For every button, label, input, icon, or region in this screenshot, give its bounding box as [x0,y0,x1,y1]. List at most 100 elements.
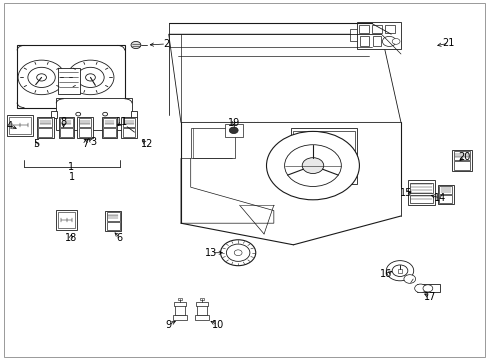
Circle shape [37,74,46,81]
Bar [103,128,116,137]
Bar [453,161,469,170]
Bar [384,25,394,33]
Circle shape [266,131,359,200]
Bar [77,117,93,138]
Bar [407,180,434,205]
Text: 4: 4 [7,121,13,131]
Circle shape [386,261,413,281]
Bar [173,315,186,320]
Circle shape [18,60,65,95]
Text: 10: 10 [211,320,224,330]
Text: 8: 8 [61,117,66,127]
Circle shape [234,250,242,256]
Bar [106,222,120,230]
Circle shape [131,41,141,49]
Polygon shape [168,34,400,122]
Circle shape [422,285,432,292]
Bar [295,158,322,180]
Bar [453,151,469,160]
Circle shape [391,265,407,276]
Text: 19: 19 [227,118,240,128]
Bar [356,22,400,49]
Bar [409,183,432,193]
Bar [195,302,208,306]
Circle shape [391,39,399,44]
Bar [372,36,381,46]
Text: 7: 7 [82,139,88,149]
Bar [7,115,33,136]
Text: 16: 16 [379,269,392,279]
Circle shape [220,240,255,266]
Bar [79,118,91,127]
Bar [178,298,182,300]
Bar [438,195,451,203]
Circle shape [67,60,114,95]
Bar [131,111,137,118]
Bar [173,302,186,306]
Bar [224,124,242,137]
Text: 9: 9 [165,320,171,330]
Bar [103,118,116,127]
Bar [105,211,121,231]
Bar [56,210,77,230]
Text: 20: 20 [457,152,470,162]
Bar [197,305,206,315]
Circle shape [414,284,426,293]
Text: 3: 3 [90,137,96,147]
Circle shape [382,36,395,46]
Bar [437,185,453,204]
Circle shape [229,127,238,134]
Text: 21: 21 [442,38,454,48]
Text: 2: 2 [163,39,169,49]
Bar [106,212,120,221]
Text: 17: 17 [423,292,436,302]
Text: 18: 18 [64,233,77,243]
Bar [190,128,234,158]
Bar [359,36,368,46]
Text: 6: 6 [117,233,122,243]
Text: 13: 13 [204,248,217,258]
Bar [409,195,432,203]
Bar [122,118,135,127]
Bar [51,111,57,118]
Bar [58,68,80,94]
Text: 12: 12 [140,139,153,149]
Bar [195,315,208,320]
Bar [416,284,439,292]
Bar [38,118,52,127]
Bar [122,128,135,137]
Bar [102,117,117,138]
Circle shape [76,112,81,116]
Bar [451,150,471,171]
Circle shape [226,244,249,261]
Bar [175,305,184,315]
Bar [9,117,31,134]
Circle shape [85,74,95,81]
Bar [79,128,91,137]
Circle shape [28,67,55,87]
Bar [59,117,74,138]
Circle shape [102,112,107,116]
Bar [349,29,357,41]
Text: 5: 5 [34,139,40,149]
Text: 14: 14 [433,193,446,203]
Circle shape [77,67,104,87]
Bar [121,117,137,138]
Circle shape [403,275,415,283]
Bar [438,186,451,194]
Bar [359,25,368,33]
Text: 1: 1 [68,162,74,172]
Circle shape [284,145,341,186]
Bar [60,128,73,137]
Bar [397,269,402,273]
Bar [37,117,54,138]
Circle shape [302,158,323,174]
Text: 1: 1 [69,172,75,182]
Bar [325,158,351,180]
Bar [293,131,354,155]
Bar [60,118,73,127]
Bar [290,128,356,184]
Text: 15: 15 [399,188,411,198]
Bar [38,128,52,137]
Bar [56,98,132,130]
